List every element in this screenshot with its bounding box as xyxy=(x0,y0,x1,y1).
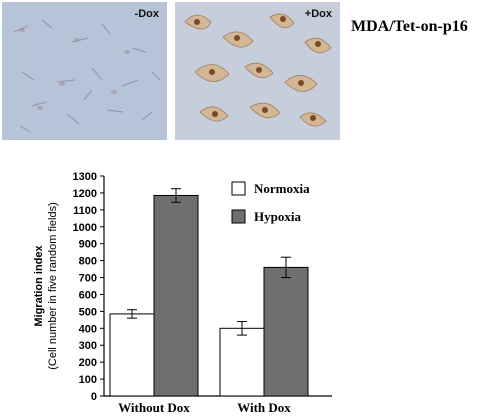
micrograph-plus-dox: +Dox xyxy=(175,2,340,140)
legend-swatch xyxy=(231,209,246,224)
micrograph-minus-dox: -Dox xyxy=(2,2,167,140)
y-axis-subtitle: (Cell number in five random fields) xyxy=(47,202,59,370)
bar xyxy=(263,266,309,397)
y-axis-ticks: 0 100 200 300 400 500 600 700 800 900 1000 1100 1200… xyxy=(73,171,104,403)
y-tick-label: 1200 xyxy=(73,188,97,200)
y-tick-label: 900 xyxy=(79,239,97,251)
chart-bars xyxy=(109,188,309,397)
y-tick-label: 600 xyxy=(79,289,97,301)
micrograph-minus-dox-image xyxy=(13,19,161,133)
y-tick-label: 400 xyxy=(79,323,97,335)
y-tick-label: 200 xyxy=(79,357,97,369)
bar xyxy=(109,313,155,397)
y-axis-label: Migration index (Cell number in five rand… xyxy=(33,202,59,370)
y-tick-label: 500 xyxy=(79,306,97,318)
bar xyxy=(219,327,265,397)
chart-legend: Normoxia Hypoxia xyxy=(231,181,310,224)
migration-bar-chart: 0 100 200 300 400 500 600 700 800 900 1000 1100 1200… xyxy=(33,171,332,415)
figure-title: MDA/Tet-on-p16 xyxy=(351,18,468,35)
y-axis-title: Migration index xyxy=(33,244,45,326)
panel-label-minus-dox: -Dox xyxy=(134,8,159,20)
category-label: Without Dox xyxy=(118,400,190,415)
y-tick-label: 100 xyxy=(79,374,97,386)
legend-label: Hypoxia xyxy=(254,209,301,224)
y-tick-label: 800 xyxy=(79,256,97,268)
panel-label-plus-dox: +Dox xyxy=(304,8,332,20)
y-tick-label: 700 xyxy=(79,273,97,285)
y-tick-label: 1300 xyxy=(73,171,97,183)
bar xyxy=(153,194,199,397)
y-tick-label: 300 xyxy=(79,340,97,352)
y-tick-label: 0 xyxy=(91,391,97,403)
micrograph-plus-dox-image xyxy=(184,13,332,127)
category-labels: Without Dox With Dox xyxy=(118,400,291,415)
y-tick-label: 1100 xyxy=(73,205,97,217)
y-tick-label: 1000 xyxy=(73,222,97,234)
category-label: With Dox xyxy=(237,400,291,415)
legend-swatch xyxy=(231,181,246,196)
legend-label: Normoxia xyxy=(254,181,310,196)
